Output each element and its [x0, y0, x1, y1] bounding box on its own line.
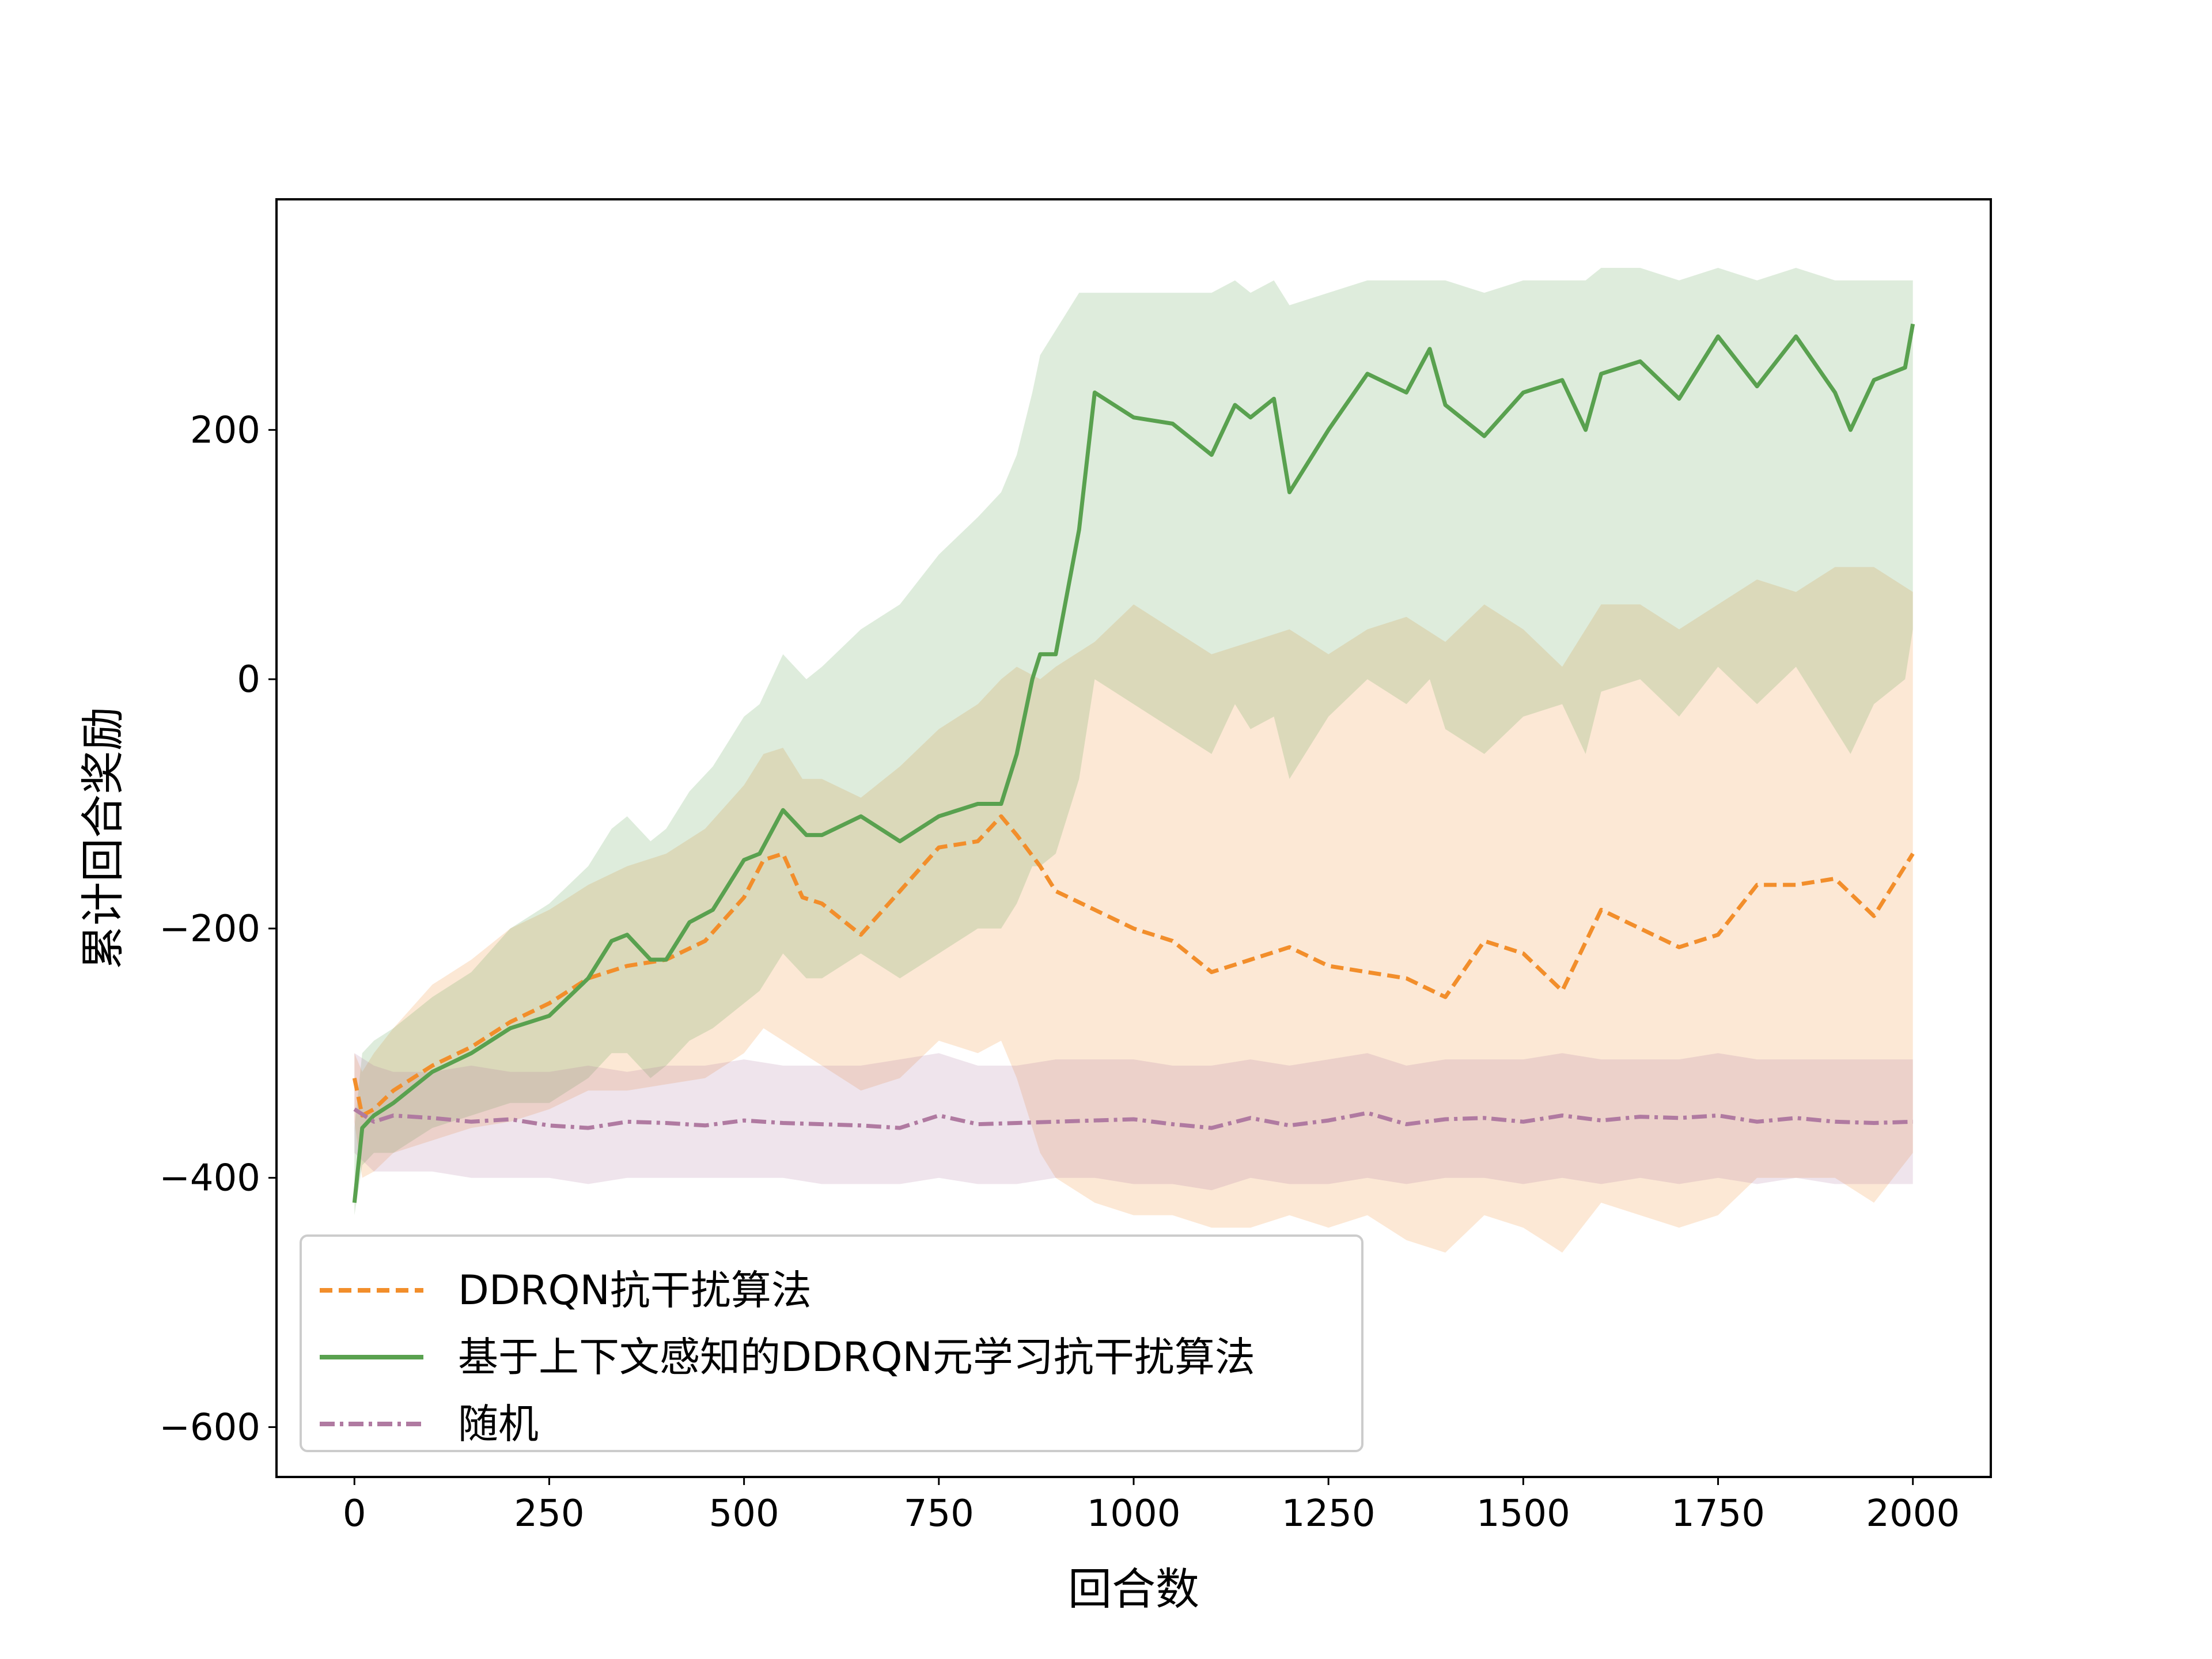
x-tick-label: 1000	[1087, 1493, 1181, 1535]
series-3-band	[354, 1053, 1913, 1191]
x-tick-label: 1500	[1476, 1493, 1570, 1535]
y-tick-label: 0	[237, 658, 260, 701]
x-tick-label: 1250	[1282, 1493, 1376, 1535]
y-axis: −600 −400 −200 0 200	[159, 409, 276, 1449]
x-tick-label: 750	[904, 1493, 974, 1535]
series-1-band	[354, 567, 1913, 1253]
y-axis-title: 累计回合奖励	[77, 707, 128, 969]
x-tick-label: 2000	[1866, 1493, 1960, 1535]
series-lines	[352, 323, 1915, 1203]
series-1-line	[352, 814, 1915, 1118]
legend-label-3: 随机	[458, 1400, 539, 1448]
series-2-band	[354, 268, 1913, 1215]
x-tick-label: 1750	[1671, 1493, 1765, 1535]
legend-box	[300, 1234, 1363, 1452]
confidence-bands	[354, 268, 1913, 1253]
x-tick-label: 0	[343, 1493, 366, 1535]
x-tick-label: 250	[514, 1493, 584, 1535]
legend-label-1: DDRQN抗干扰算法	[458, 1267, 812, 1314]
x-axis: 0 250 500 750 1000 1250 1500 1750 2000	[343, 1477, 1960, 1535]
y-tick-label: −600	[159, 1406, 260, 1449]
y-tick-label: −200	[159, 908, 260, 950]
series-3-line	[353, 1107, 1913, 1130]
x-tick-label: 500	[709, 1493, 779, 1535]
y-tick-label: −400	[159, 1157, 260, 1200]
y-tick-label: 200	[190, 409, 260, 452]
x-axis-title: 回合数	[1068, 1563, 1199, 1615]
legend-label-2: 基于上下文感知的DDRQN元学习抗干扰算法	[458, 1334, 1255, 1381]
series-2-line	[352, 323, 1915, 1203]
